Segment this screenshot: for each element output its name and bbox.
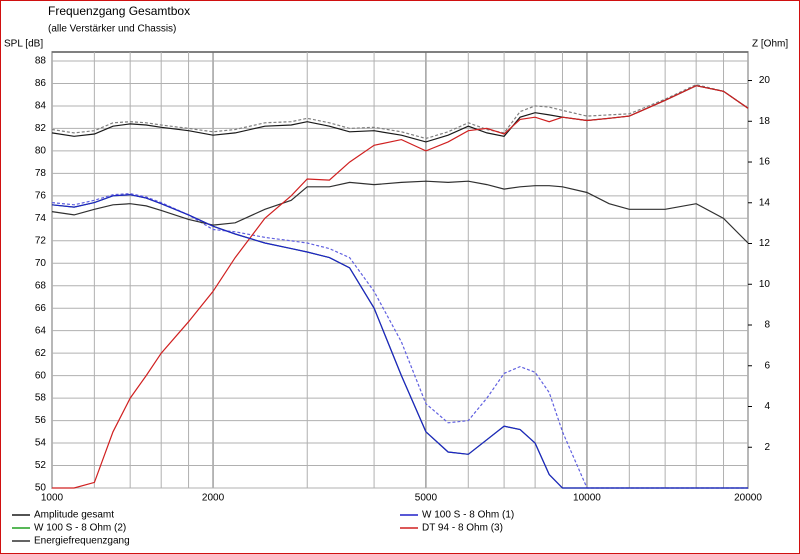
- legend-label: DT 94 - 8 Ohm (3): [422, 523, 503, 534]
- chart-title: Frequenzgang Gesamtbox: [48, 4, 190, 18]
- y2-tick-label: 4: [764, 401, 770, 412]
- y-tick-label: 76: [35, 190, 47, 201]
- series-line: [52, 85, 749, 489]
- y-tick-label: 84: [35, 101, 47, 112]
- x-tick-label: 20000: [734, 493, 762, 504]
- y2-axis-label: Z [Ohm]: [752, 39, 788, 50]
- legend-label: Energiefrequenzgang: [34, 536, 130, 547]
- series-line: [51, 83, 749, 140]
- y-tick-label: 86: [35, 78, 47, 89]
- x-tick-label: 5000: [415, 493, 438, 504]
- legend-label: W 100 S - 8 Ohm (2): [34, 523, 126, 534]
- y2-tick-label: 16: [759, 157, 771, 168]
- y-tick-label: 88: [35, 56, 47, 67]
- y2-tick-label: 18: [759, 116, 771, 127]
- x-tick-label: 10000: [573, 493, 601, 504]
- y-tick-label: 64: [35, 325, 47, 336]
- y2-tick-label: 10: [759, 279, 771, 290]
- y-tick-label: 58: [35, 393, 47, 404]
- y-tick-label: 80: [35, 146, 47, 157]
- y-tick-label: 72: [35, 235, 47, 246]
- chart-subtitle: (alle Verstärker und Chassis): [48, 24, 176, 35]
- y2-tick-label: 14: [759, 197, 771, 208]
- series-line: [51, 194, 748, 489]
- y-axis-label: SPL [dB]: [4, 39, 43, 50]
- y2-tick-label: 6: [764, 360, 770, 371]
- y-tick-label: 70: [35, 258, 47, 269]
- x-tick-label: 1000: [41, 493, 64, 504]
- y-tick-label: 52: [35, 460, 47, 471]
- y-tick-label: 56: [35, 415, 47, 426]
- series-line: [51, 180, 749, 244]
- y-tick-label: 62: [35, 348, 47, 359]
- legend-label: W 100 S - 8 Ohm (1): [422, 510, 514, 521]
- y-tick-label: 50: [35, 483, 47, 494]
- y2-tick-label: 2: [764, 442, 770, 453]
- y-tick-label: 60: [35, 370, 47, 381]
- y-tick-label: 68: [35, 280, 47, 291]
- plot-area: [51, 51, 749, 489]
- y2-tick-label: 12: [759, 238, 771, 249]
- y-tick-label: 54: [35, 438, 47, 449]
- y2-tick-label: 20: [759, 75, 771, 86]
- x-tick-label: 2000: [202, 493, 225, 504]
- legend-label: Amplitude gesamt: [34, 510, 114, 521]
- y-tick-label: 66: [35, 303, 47, 314]
- y-tick-label: 78: [35, 168, 47, 179]
- y-tick-label: 82: [35, 123, 47, 134]
- y-tick-label: 74: [35, 213, 47, 224]
- y2-tick-label: 8: [764, 320, 770, 331]
